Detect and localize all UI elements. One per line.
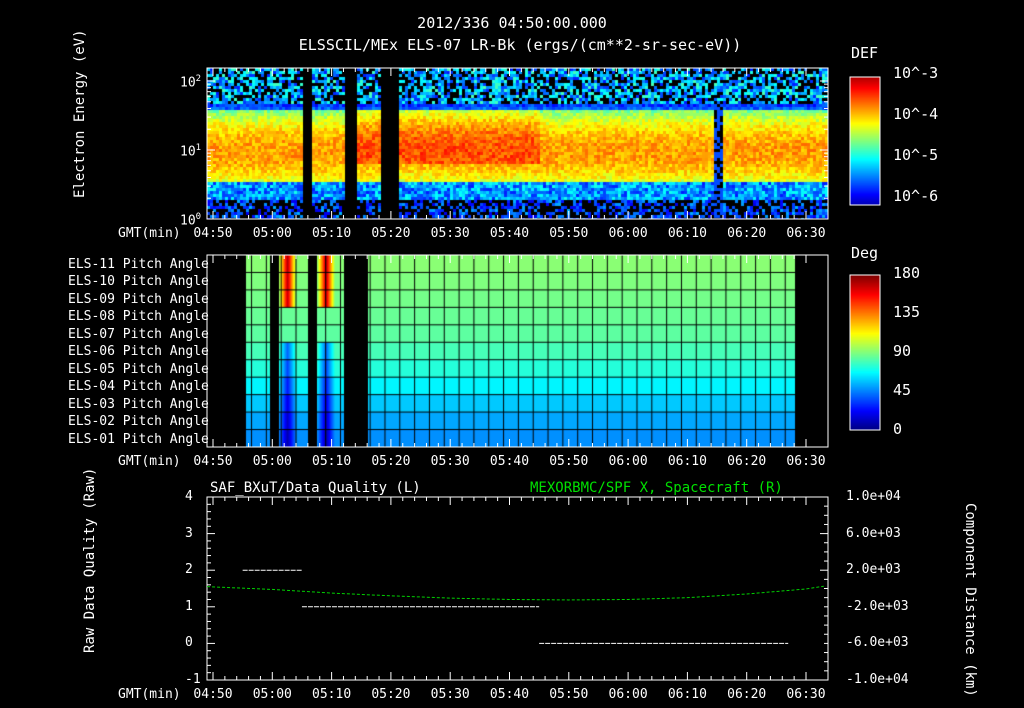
y-tick-label: 0	[185, 635, 193, 651]
pitch-row-label: ELS-07 Pitch Angle	[68, 326, 209, 342]
x-tick-label: 05:50	[549, 454, 589, 469]
x-tick-label: 05:40	[489, 454, 530, 469]
x-tick-label: 05:30	[430, 454, 470, 469]
y2-tick-label: 6.0e+03	[846, 525, 901, 541]
pitch-row-label: ELS-02 Pitch Angle	[68, 414, 209, 430]
x-tick-label: 05:00	[252, 226, 292, 241]
x-tick-label: 05:10	[312, 226, 352, 241]
x-tick-label: 06:00	[608, 226, 648, 241]
pitch-row-label: ELS-01 Pitch Angle	[68, 431, 209, 447]
def-colorbar-tick: 10^-5	[893, 146, 939, 164]
timestamp: 2012/336 04:50:00.000	[417, 14, 607, 32]
x-tick-label: 06:20	[727, 687, 767, 702]
x-tick-label: 05:00	[252, 454, 292, 469]
panel-frame	[206, 254, 829, 448]
x-tick-label: 05:40	[489, 226, 530, 241]
def-colorbar-tick: 10^-4	[893, 105, 939, 123]
x-tick-label: 06:20	[727, 226, 767, 241]
x-tick-label: 06:00	[608, 687, 648, 702]
y-tick-label: -1	[185, 672, 201, 687]
right-series-title: MEXORBMC/SPF X, Spacecraft (R)	[530, 480, 783, 496]
y-tick-label: 102	[180, 74, 202, 91]
spacecraft-x-line	[207, 585, 824, 601]
quality-ylabel: Raw Data Quality (Raw)	[82, 467, 98, 653]
x-tick-label: 06:30	[786, 454, 826, 469]
y-tick-label: 3	[185, 525, 193, 541]
deg-colorbar	[850, 275, 880, 430]
x-tick-label: 05:00	[252, 687, 292, 702]
y-tick-label: 1	[185, 598, 193, 614]
x-tick-label: 06:20	[727, 454, 767, 469]
x-tick-label: 05:10	[312, 687, 352, 702]
energy-spectrogram	[207, 68, 828, 219]
x-tick-label: 05:30	[430, 687, 470, 702]
deg-colorbar-tick: 0	[893, 420, 903, 438]
x-tick-label: 05:20	[371, 454, 411, 469]
deg-colorbar-frame	[849, 274, 881, 431]
x-tick-label: 06:10	[667, 226, 707, 241]
energy-ylabel: Electron Energy (eV)	[72, 29, 88, 198]
deg-colorbar-tick: 135	[893, 303, 921, 321]
pitch-angle-spectrogram	[207, 255, 828, 447]
x-tick-label: 05:20	[371, 226, 411, 241]
def-colorbar-tick: 10^-6	[893, 187, 939, 205]
pitch-row-label: ELS-03 Pitch Angle	[68, 396, 209, 412]
x-tick-label: 05:20	[371, 687, 411, 702]
y2-tick-label: 2.0e+03	[846, 562, 901, 578]
pitch-row-label: ELS-04 Pitch Angle	[68, 379, 209, 395]
y2-tick-label: -2.0e+03	[846, 598, 909, 614]
x-tick-label: 05:40	[489, 687, 530, 702]
pitch-row-label: ELS-10 Pitch Angle	[68, 274, 209, 290]
y-tick-label: 100	[180, 212, 202, 229]
x-tick-label: 05:10	[312, 454, 352, 469]
x-tick-label: 06:00	[608, 454, 648, 469]
y2-tick-label: -6.0e+03	[846, 635, 909, 651]
def-colorbar-frame	[849, 76, 881, 206]
y-tick-label: 2	[185, 562, 193, 578]
def-colorbar	[850, 77, 880, 205]
y2-tick-label: 1.0e+04	[846, 489, 901, 504]
x-tick-label: 05:50	[549, 687, 589, 702]
pitch-row-label: ELS-06 Pitch Angle	[68, 344, 209, 360]
y-tick-label: 4	[185, 489, 193, 504]
pitch-row-label: ELS-05 Pitch Angle	[68, 361, 209, 377]
x-tick-label: 06:10	[667, 687, 707, 702]
x-tick-label: 06:30	[786, 687, 826, 702]
x-tick-label: 05:50	[549, 226, 589, 241]
plot-title: ELSSCIL/MEx ELS-07 LR-Bk (ergs/(cm**2-sr…	[298, 36, 742, 54]
pitch-row-label: ELS-09 Pitch Angle	[68, 291, 209, 307]
x-axis-label: GMT(min)	[118, 454, 181, 469]
y-tick-label: 101	[180, 143, 202, 160]
y2-tick-label: -1.0e+04	[846, 672, 909, 687]
deg-colorbar-tick: 45	[893, 381, 912, 399]
def-colorbar-label: DEF	[851, 44, 879, 62]
distance-ylabel: Component Distance (km)	[962, 503, 978, 697]
deg-colorbar-tick: 180	[893, 264, 921, 282]
panel-frame	[206, 496, 829, 681]
def-colorbar-tick: 10^-3	[893, 64, 939, 82]
x-tick-label: 06:30	[786, 226, 826, 241]
x-tick-label: 04:50	[193, 226, 233, 241]
pitch-row-label: ELS-11 Pitch Angle	[68, 257, 209, 272]
x-tick-label: 04:50	[193, 454, 233, 469]
left-series-title: SAF_BXuT/Data Quality (L)	[210, 480, 421, 496]
deg-colorbar-label: Deg	[851, 244, 879, 262]
deg-colorbar-tick: 90	[893, 342, 912, 360]
x-tick-label: 05:30	[430, 226, 470, 241]
x-axis-label: GMT(min)	[118, 226, 181, 241]
pitch-row-label: ELS-08 Pitch Angle	[68, 309, 209, 325]
x-tick-label: 06:10	[667, 454, 707, 469]
x-axis-label: GMT(min)	[118, 687, 181, 702]
panel-frame	[206, 67, 829, 220]
x-tick-label: 04:50	[193, 687, 233, 702]
